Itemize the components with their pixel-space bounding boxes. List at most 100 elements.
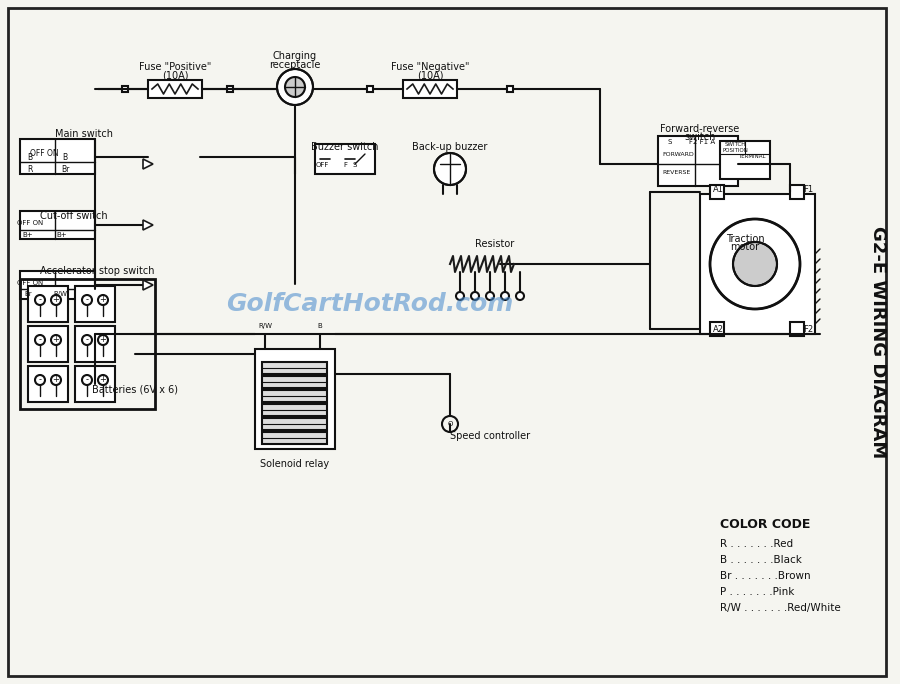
Circle shape xyxy=(501,292,509,300)
Text: Solenoid relay: Solenoid relay xyxy=(260,459,329,469)
Bar xyxy=(710,322,724,336)
Bar xyxy=(720,141,770,179)
Circle shape xyxy=(516,292,524,300)
Bar xyxy=(20,271,95,299)
Text: F2 F1 A: F2 F1 A xyxy=(688,139,716,145)
Polygon shape xyxy=(143,280,153,290)
Text: REVERSE: REVERSE xyxy=(662,170,690,174)
Text: Batteries (6V x 6): Batteries (6V x 6) xyxy=(92,384,178,394)
Text: O: O xyxy=(447,421,453,427)
Text: TERMINAL: TERMINAL xyxy=(738,155,766,159)
Text: Br . . . . . . .Brown: Br . . . . . . .Brown xyxy=(720,571,811,581)
Text: B: B xyxy=(27,153,32,161)
Text: -: - xyxy=(39,335,41,345)
Text: Traction: Traction xyxy=(725,234,764,244)
Bar xyxy=(262,376,327,388)
Bar xyxy=(20,211,95,239)
Text: POSITION: POSITION xyxy=(722,148,748,153)
Text: +: + xyxy=(100,295,106,304)
Bar xyxy=(700,194,815,334)
Bar xyxy=(28,366,68,402)
Text: Resistor: Resistor xyxy=(475,239,515,249)
Bar xyxy=(75,286,115,322)
Text: OFF ON: OFF ON xyxy=(17,280,43,286)
Text: B: B xyxy=(318,323,322,329)
Circle shape xyxy=(285,77,305,97)
Text: +: + xyxy=(52,335,59,345)
Bar xyxy=(20,139,95,174)
Text: -: - xyxy=(39,295,41,304)
Circle shape xyxy=(277,69,313,105)
Bar xyxy=(262,362,327,374)
Text: R: R xyxy=(27,164,32,174)
Text: B: B xyxy=(62,153,68,161)
Bar xyxy=(28,326,68,362)
Text: FORWARD: FORWARD xyxy=(662,151,694,157)
Text: Accelerator stop switch: Accelerator stop switch xyxy=(40,266,155,276)
Text: B+: B+ xyxy=(22,232,33,238)
Text: R/W: R/W xyxy=(258,323,272,329)
Bar xyxy=(403,80,457,98)
Text: Buzzer switch: Buzzer switch xyxy=(311,142,379,152)
Text: G2-E WIRING DIAGRAM: G2-E WIRING DIAGRAM xyxy=(869,226,887,458)
Text: Main switch: Main switch xyxy=(55,129,113,139)
Circle shape xyxy=(710,219,800,309)
Bar xyxy=(262,432,327,444)
Bar xyxy=(367,86,373,92)
Text: GolfCartHotRod.com: GolfCartHotRod.com xyxy=(227,292,514,316)
Text: S: S xyxy=(668,139,672,145)
Text: (10A): (10A) xyxy=(417,71,443,81)
Text: F2: F2 xyxy=(803,324,813,334)
Text: S: S xyxy=(353,162,357,168)
Text: Charging: Charging xyxy=(273,51,317,61)
Bar xyxy=(255,349,335,449)
Bar xyxy=(790,322,804,336)
Text: -: - xyxy=(86,295,88,304)
Text: -: - xyxy=(39,376,41,384)
Bar xyxy=(262,418,327,430)
Bar xyxy=(28,286,68,322)
Bar xyxy=(227,86,233,92)
Text: B . . . . . . .Black: B . . . . . . .Black xyxy=(720,555,802,565)
Bar xyxy=(122,86,128,92)
Text: SWITCH: SWITCH xyxy=(724,142,746,148)
Bar xyxy=(507,86,513,92)
Text: +: + xyxy=(52,295,59,304)
Polygon shape xyxy=(143,159,153,169)
Text: OFF ON: OFF ON xyxy=(17,220,43,226)
Bar xyxy=(315,144,375,174)
Text: A2: A2 xyxy=(713,324,724,334)
Circle shape xyxy=(434,153,466,185)
Circle shape xyxy=(456,292,464,300)
Text: B+: B+ xyxy=(57,232,68,238)
Text: -: - xyxy=(86,376,88,384)
Text: F: F xyxy=(343,162,347,168)
Text: motor: motor xyxy=(731,242,760,252)
Circle shape xyxy=(471,292,479,300)
Bar xyxy=(75,366,115,402)
Bar xyxy=(262,404,327,416)
Text: +: + xyxy=(100,335,106,345)
Text: OFF ON: OFF ON xyxy=(30,150,58,159)
Text: receptacle: receptacle xyxy=(269,60,320,70)
Text: -: - xyxy=(86,335,88,345)
Text: Cut-off switch: Cut-off switch xyxy=(40,211,108,221)
Bar xyxy=(710,185,724,199)
Text: R/W . . . . . . .Red/White: R/W . . . . . . .Red/White xyxy=(720,603,841,613)
Text: F1: F1 xyxy=(803,185,813,194)
Text: +: + xyxy=(52,376,59,384)
Text: Fuse "Negative": Fuse "Negative" xyxy=(391,62,469,72)
Text: +: + xyxy=(100,376,106,384)
Text: switch: switch xyxy=(684,132,716,142)
Text: OFF: OFF xyxy=(315,162,328,168)
Text: COLOR CODE: COLOR CODE xyxy=(720,518,810,531)
Polygon shape xyxy=(143,220,153,230)
Text: (10A): (10A) xyxy=(162,71,188,81)
Bar xyxy=(790,185,804,199)
Bar xyxy=(75,326,115,362)
Text: A1: A1 xyxy=(713,185,724,194)
Circle shape xyxy=(486,292,494,300)
Text: Br: Br xyxy=(24,291,32,297)
Text: Fuse "Positive": Fuse "Positive" xyxy=(139,62,212,72)
Text: R . . . . . . .Red: R . . . . . . .Red xyxy=(720,539,793,549)
